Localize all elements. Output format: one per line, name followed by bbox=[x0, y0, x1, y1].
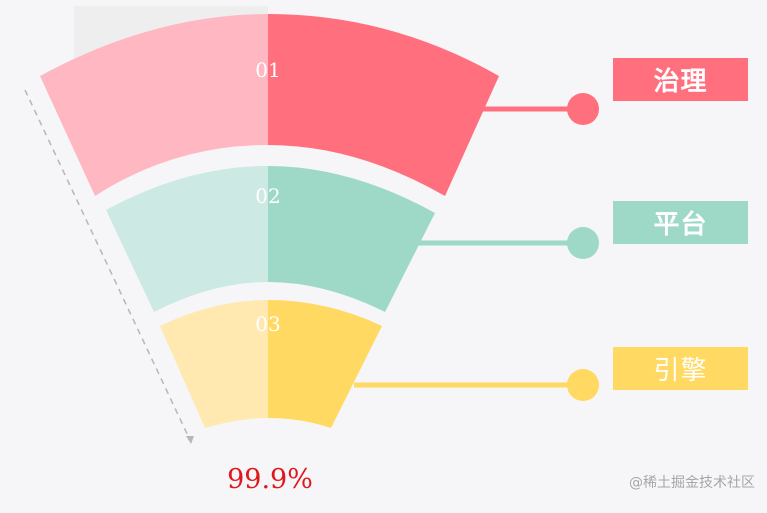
dashed-guide-line bbox=[24, 89, 191, 441]
segment-3-left bbox=[160, 300, 268, 428]
segment-1-right bbox=[268, 14, 499, 196]
label-box-3: 引擎 bbox=[613, 347, 748, 390]
segment-2-left bbox=[106, 166, 268, 312]
label-text-1: 治理 bbox=[653, 67, 708, 97]
segment-1-number: 01 bbox=[255, 58, 280, 82]
watermark-text: @稀土掘金技术社区 bbox=[629, 475, 755, 491]
connector-dot-1 bbox=[567, 93, 599, 125]
segment-3-number: 03 bbox=[255, 312, 280, 336]
segment-2-number: 02 bbox=[255, 184, 280, 208]
label-text-3: 引擎 bbox=[653, 356, 708, 386]
label-text-2: 平台 bbox=[653, 210, 708, 240]
guide-arrowhead bbox=[186, 436, 194, 444]
segment-2-right bbox=[268, 166, 435, 312]
connector-dot-3 bbox=[567, 369, 599, 401]
label-box-1: 治理 bbox=[613, 58, 748, 101]
connector-dot-2 bbox=[567, 227, 599, 259]
segment-3-right bbox=[268, 300, 382, 428]
segment-1-left bbox=[40, 14, 268, 196]
percentage-value: 99.9% bbox=[227, 464, 313, 495]
label-box-2: 平台 bbox=[613, 201, 748, 244]
